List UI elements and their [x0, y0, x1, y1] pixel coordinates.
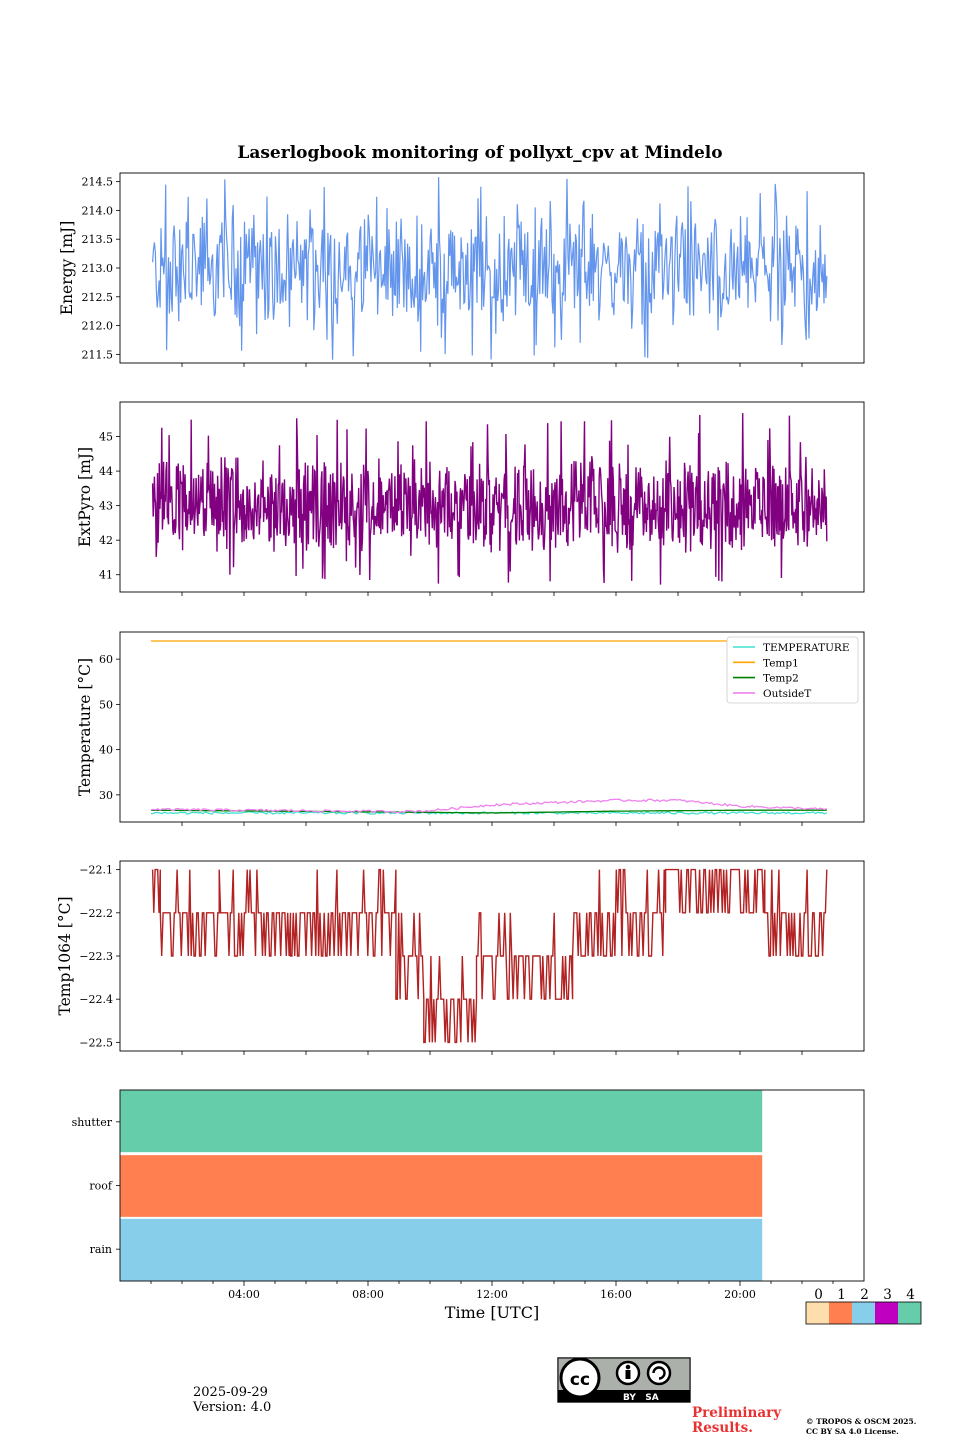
y-tick-label: −22.2	[79, 907, 113, 920]
x-axis-label: Time [UTC]	[445, 1303, 539, 1322]
y-axis-label: Temperature [°C]	[76, 658, 94, 796]
legend-entry: Temp1	[763, 657, 799, 669]
energy-series-line	[152, 177, 828, 360]
legend-frame	[726, 636, 859, 704]
temperature-series-outsidet	[150, 798, 827, 814]
energy-panel: 211.5 212.0 212.5 213.0 213.5 214.0 214.5 Energ…	[58, 172, 865, 367]
y-tick-label: 214.0	[82, 204, 114, 217]
colorbar-tick-label: 2	[860, 1287, 869, 1303]
x-tick-label: 08:00	[352, 1288, 384, 1301]
y-tick-label: 42	[99, 534, 113, 547]
status-row-roof	[120, 1155, 763, 1217]
cc-by-sa-icon: cc BY SA	[557, 1357, 691, 1403]
svg-text:cc: cc	[570, 1370, 590, 1390]
preliminary-line-1: Preliminary	[692, 1405, 782, 1421]
cc-badge-text: BY SA	[623, 1393, 659, 1403]
legend-entry: OutsideT	[763, 688, 811, 700]
colorbar-cell-4	[898, 1302, 921, 1324]
y-tick-label: 212.0	[82, 320, 114, 333]
extpyro-panel: 41 42 43 44 45 ExtPyro [mJ]	[76, 401, 865, 596]
preliminary-results-note: Preliminary Results.	[692, 1406, 781, 1436]
colorbar-frame	[805, 1301, 922, 1325]
x-tick-label: 12:00	[476, 1288, 508, 1301]
y-tick-label: −22.4	[79, 993, 113, 1006]
temperature-panel: 30 40 50 60 Temperature [°C] TEMPERATURE Temp1…	[76, 631, 865, 826]
colorbar-cell-1	[829, 1302, 852, 1324]
y-tick-label: 213.5	[82, 233, 114, 246]
colorbar-cell-0	[806, 1302, 829, 1324]
y-tick-label: −22.5	[79, 1036, 113, 1049]
y-tick-label: −22.3	[79, 950, 113, 963]
status-row-label: rain	[90, 1243, 112, 1256]
status-row-shutter	[120, 1090, 763, 1153]
temperature-legend: TEMPERATURE Temp1 Temp2 OutsideT	[726, 636, 859, 704]
x-tick-label: 20:00	[724, 1288, 756, 1301]
y-tick-label: 212.5	[82, 291, 114, 304]
colorbar-cell-3	[875, 1302, 898, 1324]
y-tick-label: 41	[99, 569, 113, 582]
y-tick-label: 211.5	[82, 348, 114, 361]
x-tick-label: 16:00	[600, 1288, 632, 1301]
legend-entry: TEMPERATURE	[763, 642, 850, 654]
panel-frame	[119, 401, 865, 593]
colorbar-tick-label: 1	[837, 1287, 846, 1303]
y-axis-label: Temp1064 [°C]	[56, 896, 74, 1015]
colorbar-tick-label: 3	[883, 1287, 892, 1303]
temp1064-series-line	[151, 868, 828, 1044]
y-tick-label: 214.5	[82, 176, 114, 189]
x-tick-label: 04:00	[228, 1288, 260, 1301]
y-tick-label: 43	[99, 500, 113, 513]
footer-date: 2025-09-29	[193, 1385, 268, 1400]
colorbar-tick-label: 0	[814, 1287, 823, 1303]
y-tick-label: 45	[99, 431, 113, 444]
y-tick-label: 40	[99, 744, 113, 757]
y-tick-label: 30	[99, 789, 113, 802]
footer-version: Version: 4.0	[193, 1400, 272, 1415]
legend-entry: Temp2	[763, 673, 799, 685]
copyright-line-2: CC BY SA 4.0 License.	[806, 1427, 899, 1436]
y-tick-label: 213.0	[82, 262, 114, 275]
y-tick-label: −22.1	[79, 864, 113, 877]
y-tick-label: 44	[99, 465, 113, 478]
y-axis-label: Energy [mJ]	[58, 221, 76, 316]
copyright-line-1: © TROPOS & OSCM 2025.	[806, 1417, 917, 1426]
colorbar-tick-label: 4	[906, 1287, 915, 1303]
status-row-rain	[120, 1218, 763, 1281]
extpyro-series-line	[151, 413, 828, 585]
cc-license-badge[interactable]: cc BY SA	[557, 1357, 691, 1403]
y-tick-label: 50	[99, 698, 113, 711]
y-axis-label: ExtPyro [mJ]	[76, 447, 94, 547]
status-row-label: shutter	[72, 1116, 113, 1129]
copyright-note: © TROPOS & OSCM 2025. CC BY SA 4.0 Licen…	[806, 1417, 916, 1437]
y-tick-label: 60	[99, 653, 113, 666]
figure-title: Laserlogbook monitoring of pollyxt_cpv a…	[237, 143, 722, 163]
temp1064-panel: −22.1 −22.2 −22.3 −22.4 −22.5 Temp1064 [°C]	[56, 860, 865, 1055]
preliminary-line-2: Results.	[692, 1420, 753, 1436]
colorbar-cell-2	[852, 1302, 875, 1324]
status-panel: shutter roof rain 04:00 08:00 12:00 16:00 20:00…	[72, 1089, 922, 1325]
status-row-label: roof	[89, 1180, 113, 1193]
